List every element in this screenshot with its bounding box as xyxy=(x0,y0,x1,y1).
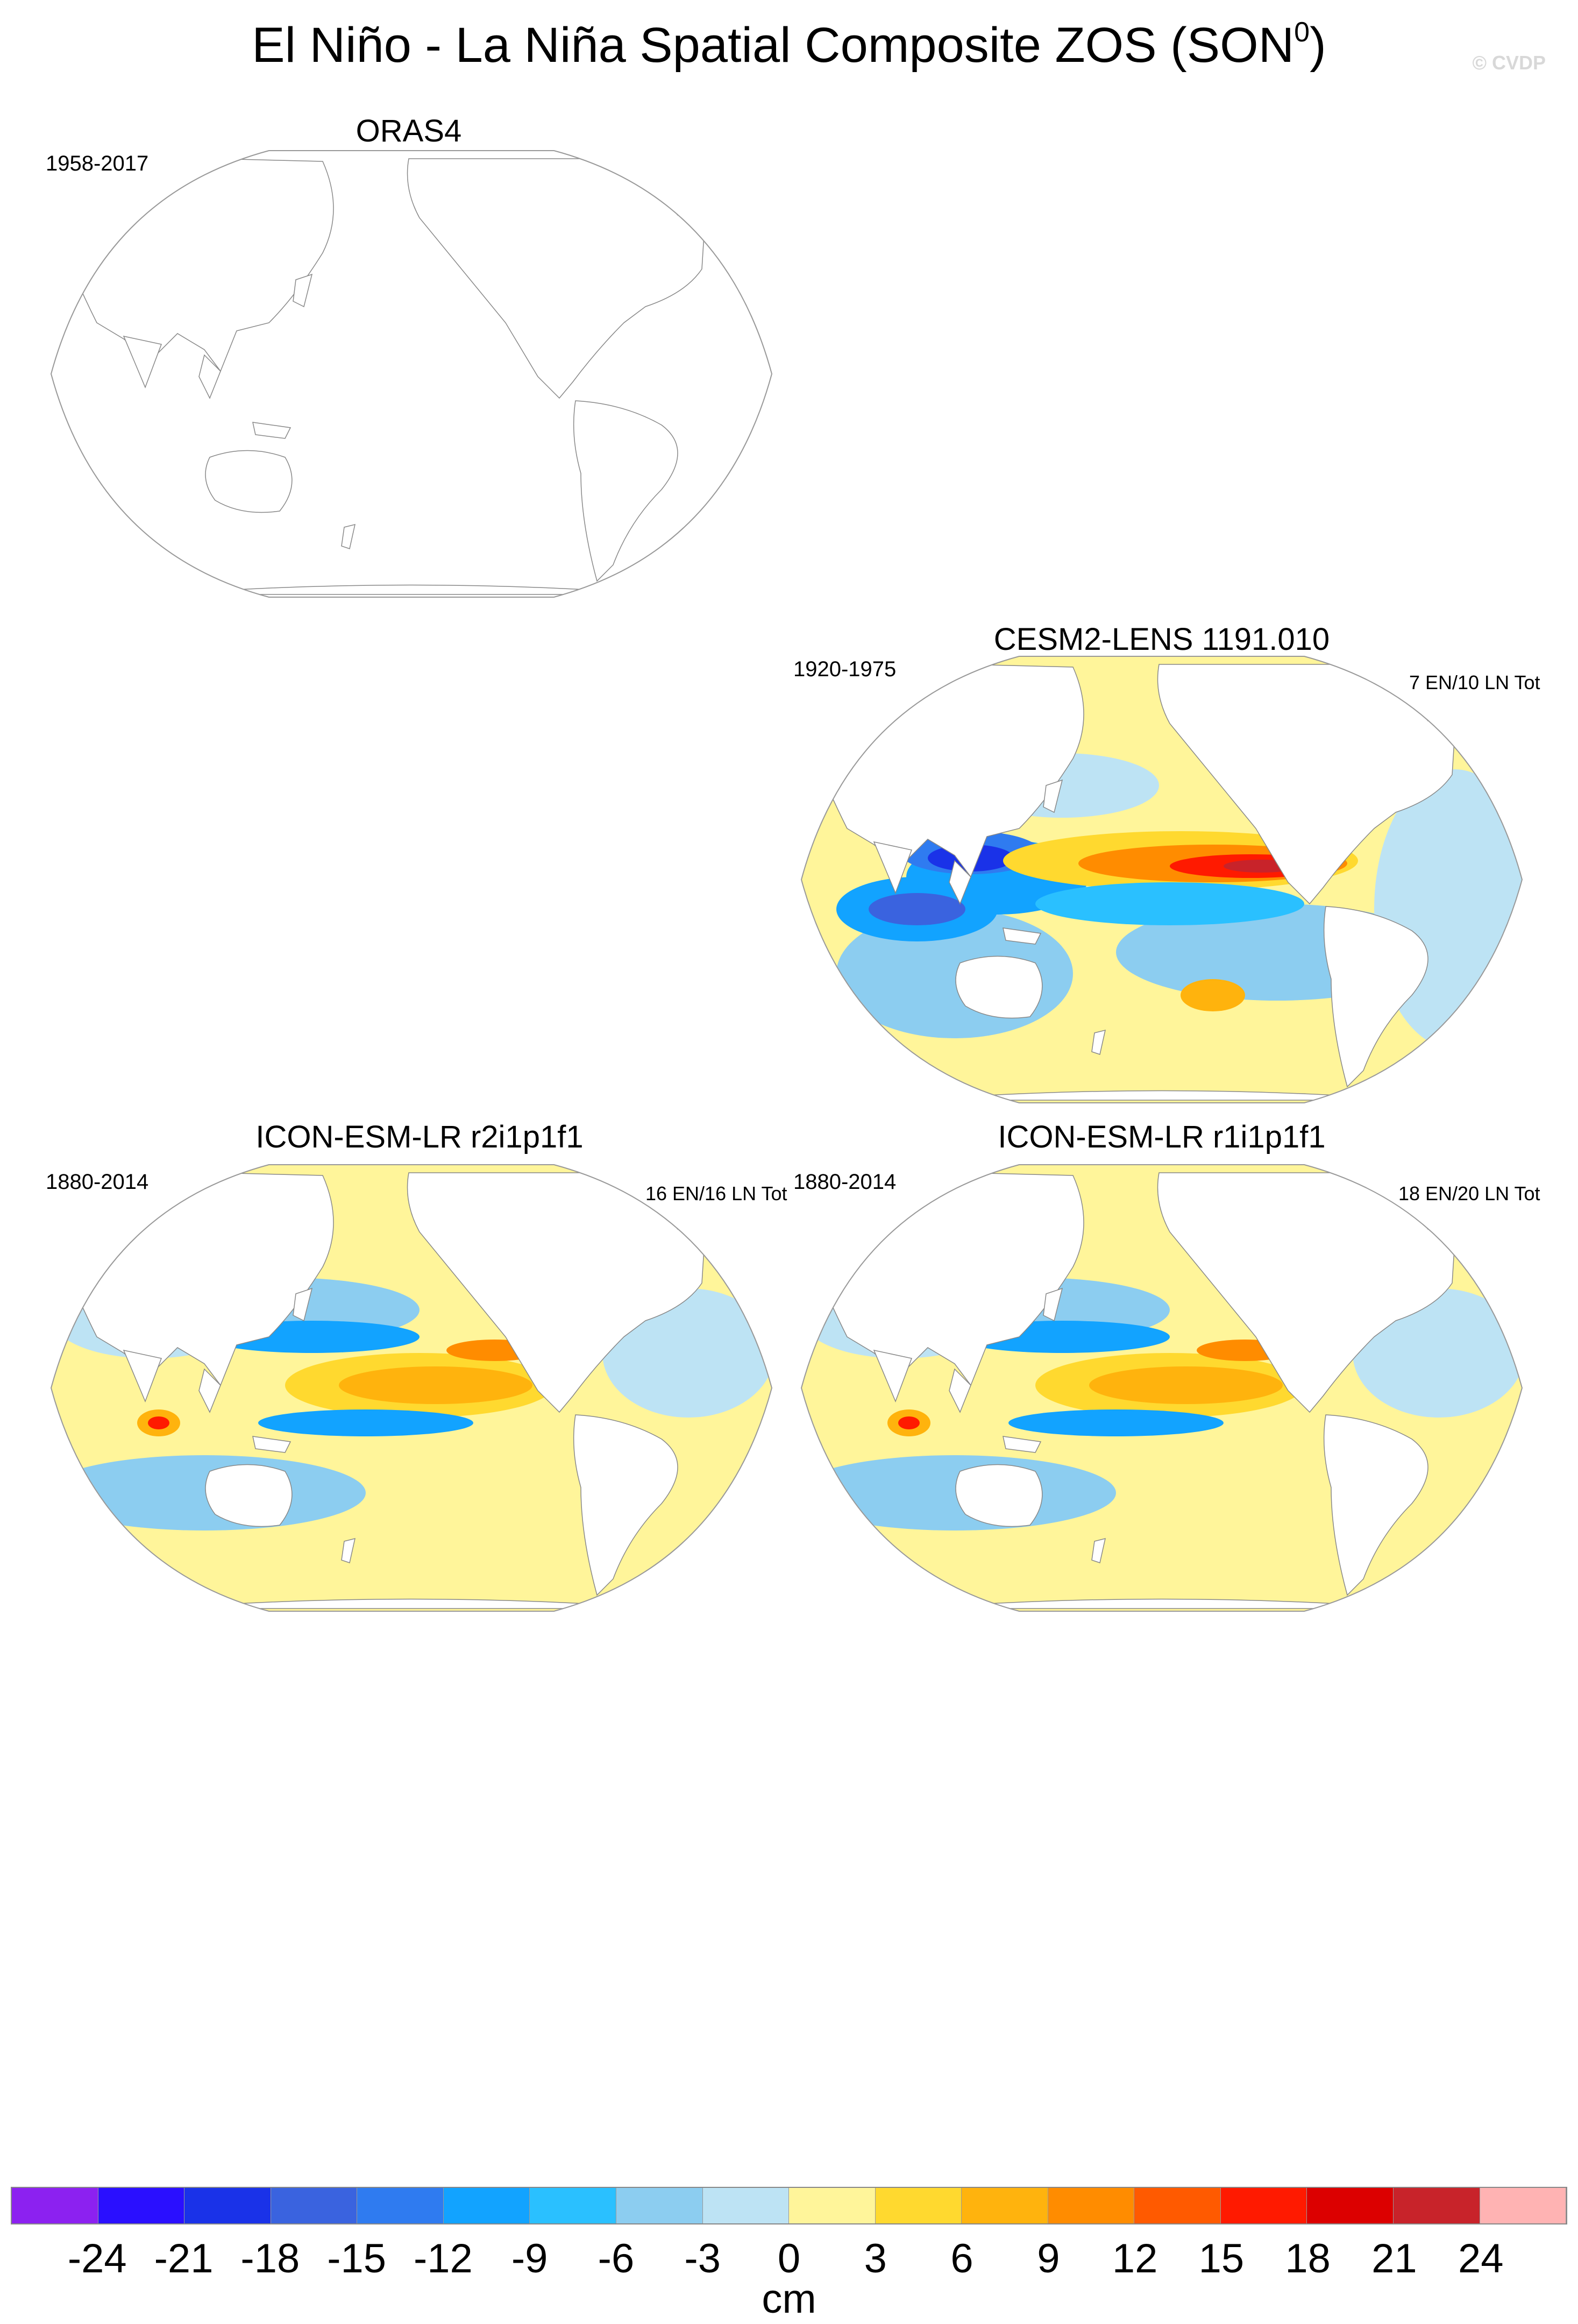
land-newGuinea xyxy=(252,422,292,439)
colorbar-box xyxy=(875,2188,962,2223)
panel-years-icon-r2: 1880-2014 xyxy=(46,1170,149,1194)
anomaly-contour xyxy=(339,1366,532,1404)
colorbar-box xyxy=(789,2188,876,2223)
land-japan xyxy=(1043,1287,1063,1322)
anomaly-contour xyxy=(1181,979,1245,1011)
land-newZealand xyxy=(341,1537,356,1563)
land-australia xyxy=(205,450,293,513)
anomaly-contour xyxy=(869,893,965,925)
colorbar-box xyxy=(357,2188,444,2223)
land-asia xyxy=(53,158,334,372)
panel-title-icon-r1: ICON-ESM-LR r1i1p1f1 xyxy=(998,1120,1326,1154)
colorbar xyxy=(11,2187,1567,2224)
land-india xyxy=(123,335,162,389)
colorbar-box xyxy=(98,2188,185,2223)
colorbar-box xyxy=(962,2188,1048,2223)
colorbar-tick-label: -6 xyxy=(598,2236,635,2282)
land-seAsia xyxy=(198,1368,221,1413)
anomaly-contour xyxy=(1089,1366,1283,1404)
colorbar-tick-label: -12 xyxy=(413,2236,473,2282)
anomaly-contour xyxy=(801,1455,1116,1531)
map-icon-r1 xyxy=(800,1164,1523,1612)
land-japan xyxy=(293,1287,313,1322)
anomaly-contour xyxy=(1008,1409,1224,1436)
colorbar-box xyxy=(530,2188,616,2223)
colorbar-box xyxy=(271,2188,358,2223)
colorbar-box xyxy=(1394,2188,1480,2223)
panel-count-cesm2: 7 EN/10 LN Tot xyxy=(1409,671,1540,693)
panel-count-icon-r2: 16 EN/16 LN Tot xyxy=(645,1182,787,1204)
colorbar-tick-label: -15 xyxy=(327,2236,387,2282)
land-australia xyxy=(955,1464,1043,1527)
colorbar-tick-label: 21 xyxy=(1371,2236,1417,2282)
panel-count-icon-r1: 18 EN/20 LN Tot xyxy=(1398,1182,1540,1204)
map-outline xyxy=(50,150,773,598)
colorbar-box xyxy=(1480,2188,1567,2223)
panel-years-orass4: 1958-2017 xyxy=(46,152,149,175)
land-southAmerica xyxy=(1323,1414,1428,1596)
panel-years-icon-r1: 1880-2014 xyxy=(793,1170,897,1194)
land-southAmerica xyxy=(573,1414,678,1596)
land-newGuinea xyxy=(1003,927,1042,945)
colorbar-tick-label: -3 xyxy=(684,2236,721,2282)
land-australia xyxy=(205,1464,293,1527)
anomaly-contour xyxy=(148,1416,169,1429)
land-japan xyxy=(293,273,313,308)
map-outline xyxy=(800,1164,1523,1612)
land-newZealand xyxy=(1091,1029,1106,1055)
colorbar-box xyxy=(1048,2188,1135,2223)
panel-title-orass4: ORAS4 xyxy=(356,114,462,148)
cvdp-watermark: © CVDP xyxy=(1472,52,1546,74)
land-seAsia xyxy=(949,860,971,905)
colorbar-units: cm xyxy=(762,2276,816,2322)
colorbar-tick-label: 15 xyxy=(1198,2236,1245,2282)
land-newGuinea xyxy=(1003,1436,1042,1453)
anomaly-contour xyxy=(51,1455,366,1531)
land-newZealand xyxy=(1091,1537,1106,1563)
colorbar-tick-label: 9 xyxy=(1037,2236,1060,2282)
map-orass4 xyxy=(50,150,773,598)
panel-title-cesm2: CESM2-LENS 1191.010 xyxy=(993,622,1330,657)
land-southAmerica xyxy=(1323,906,1428,1088)
colorbar-tick-label: 0 xyxy=(777,2236,801,2282)
anomaly-contour xyxy=(258,1409,473,1436)
map-icon-r2 xyxy=(50,1164,773,1612)
colorbar-box xyxy=(1307,2188,1394,2223)
colorbar-tick-label: -18 xyxy=(240,2236,300,2282)
colorbar-box xyxy=(12,2188,98,2223)
colorbar-box xyxy=(702,2188,790,2223)
colorbar-box xyxy=(443,2188,530,2223)
colorbar-tick-label: -21 xyxy=(154,2236,214,2282)
colorbar-tick-label: 18 xyxy=(1285,2236,1331,2282)
land-newZealand xyxy=(341,523,356,549)
colorbar-tick-label: -9 xyxy=(511,2236,548,2282)
land-northAmerica xyxy=(407,158,705,399)
land-southAmerica xyxy=(573,400,678,582)
land-japan xyxy=(1043,779,1063,813)
map-outline xyxy=(50,1164,773,1612)
land-india xyxy=(873,841,913,895)
map-outline xyxy=(800,656,1523,1103)
colorbar-tick-label: -24 xyxy=(67,2236,127,2282)
colorbar-tick-label: 3 xyxy=(864,2236,887,2282)
colorbar-box xyxy=(184,2188,271,2223)
land-india xyxy=(873,1349,913,1403)
land-newGuinea xyxy=(252,1436,292,1453)
colorbar-box xyxy=(1220,2188,1307,2223)
panel-years-cesm2: 1920-1975 xyxy=(793,657,897,681)
land-india xyxy=(123,1349,162,1403)
colorbar-box xyxy=(1134,2188,1221,2223)
panel-title-icon-r2: ICON-ESM-LR r2i1p1f1 xyxy=(255,1120,584,1154)
map-cesm2 xyxy=(800,656,1523,1103)
colorbar-tick-label: 24 xyxy=(1458,2236,1504,2282)
land-seAsia xyxy=(949,1368,971,1413)
colorbar-box xyxy=(616,2188,703,2223)
colorbar-tick-label: 6 xyxy=(950,2236,973,2282)
land-australia xyxy=(955,955,1043,1019)
anomaly-contour xyxy=(1035,882,1304,925)
land-seAsia xyxy=(198,354,221,399)
figure-title: El Niño - La Niña Spatial Composite ZOS … xyxy=(252,17,1326,73)
anomaly-contour xyxy=(898,1416,920,1429)
colorbar-tick-label: 12 xyxy=(1112,2236,1158,2282)
